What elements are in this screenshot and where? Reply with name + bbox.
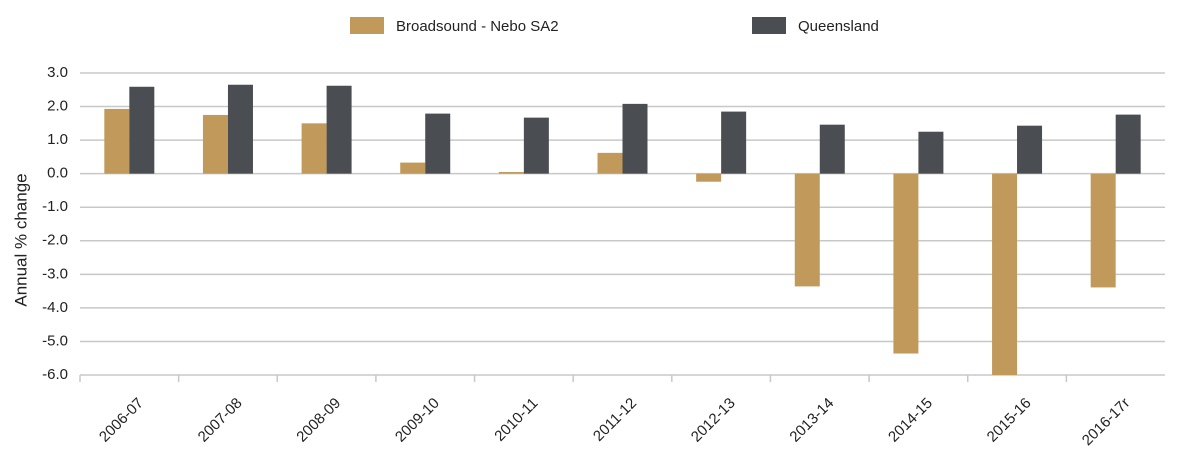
bar <box>696 173 722 182</box>
y-tick-label: -2.0 <box>42 232 68 249</box>
bar <box>498 171 524 174</box>
x-tick-label: 2008-09 <box>293 395 344 446</box>
y-tick-label: -1.0 <box>42 198 68 215</box>
legend-swatch <box>350 17 384 34</box>
y-tick-label: -5.0 <box>42 332 68 349</box>
x-tick-label: 2007-08 <box>195 395 246 446</box>
bar <box>1017 125 1043 174</box>
x-tick-label: 2012-13 <box>688 395 739 446</box>
legend-label: Broadsound - Nebo SA2 <box>396 18 559 35</box>
bar <box>918 131 944 174</box>
bar <box>301 123 327 174</box>
y-tick-label: 2.0 <box>47 98 68 115</box>
x-tick-label: 2011-12 <box>590 395 640 445</box>
legend-swatch <box>752 17 786 34</box>
y-tick-label: 1.0 <box>47 131 68 148</box>
bar <box>819 124 845 174</box>
x-tick-label: 2016-17r <box>1079 395 1133 449</box>
bar <box>425 113 451 174</box>
x-tick-label: 2014-15 <box>885 395 936 446</box>
bar <box>597 152 623 174</box>
bar <box>202 114 228 174</box>
y-axis-label: Annual % change <box>11 173 30 306</box>
bar <box>992 173 1018 375</box>
y-tick-label: 0.0 <box>47 165 68 182</box>
bar <box>794 173 820 287</box>
y-tick-label: -3.0 <box>42 265 68 282</box>
bar <box>129 86 155 174</box>
x-tick-label: 2015-16 <box>984 395 1035 446</box>
x-tick-label: 2010-11 <box>491 395 541 445</box>
bar <box>104 108 130 174</box>
x-tick-label: 2006-07 <box>96 395 147 446</box>
bar <box>893 173 919 354</box>
x-tick-label: 2009-10 <box>392 395 443 446</box>
bar <box>1090 173 1116 288</box>
x-tick-label: 2013-14 <box>786 395 837 446</box>
y-tick-label: -4.0 <box>42 299 68 316</box>
y-tick-label: -6.0 <box>42 366 68 383</box>
bar <box>721 111 747 174</box>
bar <box>523 117 549 174</box>
bar <box>400 162 426 174</box>
legend-label: Queensland <box>798 18 879 35</box>
bar <box>1115 114 1141 174</box>
bar <box>622 103 648 174</box>
y-tick-label: 3.0 <box>47 64 68 81</box>
bar <box>326 85 352 174</box>
bar <box>227 84 253 174</box>
